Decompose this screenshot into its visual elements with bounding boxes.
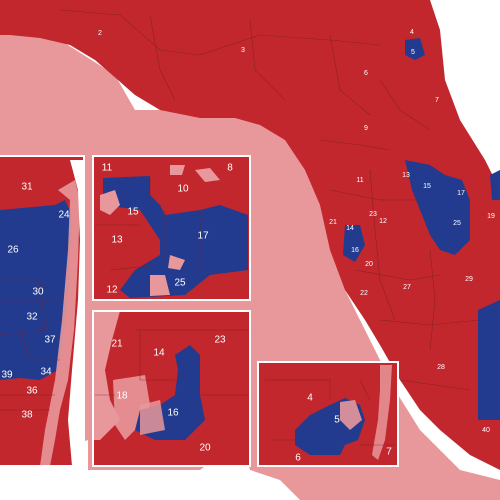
label-district-22: 22	[360, 290, 368, 297]
label-district-6: 6	[295, 453, 301, 464]
label-district-10: 10	[177, 184, 189, 195]
label-district-8: 8	[227, 163, 233, 174]
label-district-12: 12	[379, 218, 387, 225]
label-district-16: 16	[351, 247, 359, 254]
label-district-32: 32	[26, 312, 38, 323]
inset-tampa: 21 14 23 18 16 20	[92, 310, 251, 467]
keys-halo	[300, 479, 500, 500]
label-district-21: 21	[329, 219, 337, 226]
label-district-17: 17	[197, 231, 209, 242]
label-district-25: 25	[453, 220, 461, 227]
label-district-13: 13	[111, 235, 123, 246]
label-district-28: 28	[437, 364, 445, 371]
label-district-16: 16	[167, 408, 179, 419]
district-14-blue	[343, 225, 365, 262]
label-district-14: 14	[153, 348, 165, 359]
label-district-14: 14	[346, 225, 354, 232]
label-district-7: 7	[386, 447, 392, 458]
label-district-30: 30	[32, 287, 44, 298]
label-district-13: 13	[402, 172, 410, 179]
label-district-23: 23	[369, 211, 377, 218]
label-district-7: 7	[435, 97, 439, 104]
label-district-37: 37	[44, 335, 56, 346]
label-district-20: 20	[199, 443, 211, 454]
label-district-34: 34	[40, 367, 52, 378]
label-district-4: 4	[307, 393, 313, 404]
label-district-18: 18	[116, 391, 128, 402]
label-district-21: 21	[111, 339, 123, 350]
label-district-9: 9	[364, 125, 368, 132]
district-5-blue	[405, 38, 425, 60]
label-district-36: 36	[26, 386, 38, 397]
label-district-12: 12	[106, 285, 118, 296]
label-district-39: 39	[1, 370, 13, 381]
label-district-5: 5	[334, 415, 340, 426]
inset-jacksonville: 4 5 6 7	[257, 361, 399, 467]
label-district-4: 4	[410, 29, 414, 36]
label-district-25: 25	[174, 278, 186, 289]
label-district-17: 17	[457, 190, 465, 197]
label-district-31: 31	[21, 182, 33, 193]
label-district-15: 15	[423, 183, 431, 190]
label-district-3: 3	[241, 47, 245, 54]
inset-palm-beach: 31 24 26 30 32 37 34 39 36 38	[0, 155, 85, 467]
label-district-11: 11	[356, 177, 363, 184]
label-district-11: 11	[102, 163, 113, 174]
label-district-15: 15	[127, 207, 139, 218]
inset-orlando: 8 10 15 13 17 11 25 12	[92, 155, 251, 301]
label-district-27: 27	[403, 284, 411, 291]
district-southeast-blue	[478, 300, 500, 420]
label-district-5: 5	[411, 49, 415, 56]
label-district-38: 38	[21, 410, 33, 421]
label-district-20: 20	[365, 261, 373, 268]
main-district-labels: 2 3 4 5 6 7 9 11 12 13 14 15 16 17 19 20…	[98, 29, 495, 434]
label-district-23: 23	[214, 335, 226, 346]
district-orlando-blue	[405, 160, 470, 255]
label-district-40: 40	[482, 427, 490, 434]
county-borders	[59, 9, 481, 391]
label-district-26: 26	[7, 245, 19, 256]
label-district-2: 2	[98, 30, 102, 37]
label-district-29: 29	[465, 276, 473, 283]
district-east-coast-blue	[490, 170, 500, 200]
label-district-6: 6	[364, 70, 368, 77]
florida-mainland	[0, 0, 500, 470]
label-district-19: 19	[487, 213, 495, 220]
label-district-24: 24	[58, 210, 70, 221]
